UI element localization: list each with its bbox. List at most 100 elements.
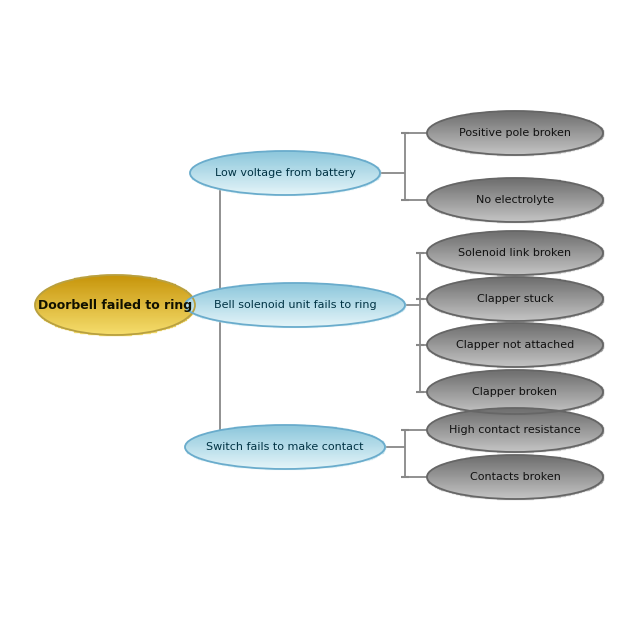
Bar (197, 180, 373, 182)
Bar (477, 324, 554, 326)
Bar (464, 373, 565, 374)
Bar (428, 433, 601, 435)
Bar (427, 394, 603, 395)
Bar (441, 379, 589, 381)
Bar (428, 256, 601, 258)
Bar (435, 123, 595, 125)
Bar (198, 458, 371, 459)
Bar (188, 452, 381, 453)
Bar (435, 243, 595, 244)
Bar (452, 117, 578, 118)
Bar (464, 411, 565, 413)
Bar (460, 361, 570, 363)
Bar (252, 193, 317, 195)
Bar (430, 423, 600, 425)
Text: Positive pole broken: Positive pole broken (459, 128, 571, 138)
Bar (201, 435, 369, 436)
Bar (244, 192, 326, 193)
Bar (439, 122, 591, 123)
Bar (441, 488, 589, 490)
Bar (464, 270, 565, 272)
Bar (432, 384, 598, 385)
Bar (430, 350, 600, 352)
Bar (427, 298, 603, 299)
Bar (427, 477, 603, 478)
Bar (427, 132, 603, 133)
Bar (428, 195, 601, 197)
Bar (428, 432, 602, 434)
Bar (427, 392, 603, 394)
Bar (80, 331, 150, 333)
Bar (429, 204, 601, 205)
Bar (223, 464, 348, 465)
Bar (55, 324, 175, 326)
Bar (203, 433, 366, 435)
Bar (485, 278, 545, 279)
Bar (427, 390, 603, 391)
Bar (497, 154, 533, 155)
Bar (446, 312, 584, 313)
Bar (35, 305, 195, 306)
Bar (193, 296, 397, 298)
Bar (203, 161, 367, 162)
Bar (195, 295, 395, 296)
Bar (427, 344, 603, 345)
Ellipse shape (427, 111, 603, 155)
Bar (449, 214, 581, 215)
Bar (485, 220, 545, 221)
Bar (452, 237, 578, 238)
Bar (428, 303, 601, 304)
Bar (431, 351, 599, 352)
Bar (470, 326, 560, 327)
Bar (191, 175, 379, 177)
Bar (74, 278, 156, 280)
Bar (430, 339, 600, 340)
Bar (452, 329, 578, 330)
Bar (435, 353, 595, 355)
Bar (449, 267, 581, 268)
Bar (38, 295, 192, 297)
Bar (61, 282, 169, 284)
Bar (485, 153, 545, 154)
Bar (439, 465, 591, 467)
Bar (428, 294, 601, 296)
Bar (186, 443, 384, 445)
Bar (190, 440, 381, 441)
Bar (449, 185, 581, 186)
Bar (192, 438, 378, 440)
Bar (449, 377, 581, 378)
Bar (228, 428, 342, 430)
Bar (273, 326, 317, 327)
Bar (50, 286, 180, 288)
Text: Solenoid link broken: Solenoid link broken (458, 248, 572, 258)
Bar (427, 135, 603, 136)
Text: Bell solenoid unit fails to ring: Bell solenoid unit fails to ring (214, 300, 376, 310)
Bar (213, 290, 378, 291)
Bar (477, 219, 554, 221)
Bar (437, 143, 593, 144)
Bar (477, 232, 554, 234)
Bar (38, 312, 192, 314)
Bar (206, 460, 363, 461)
Bar (427, 198, 603, 200)
Bar (449, 284, 581, 285)
Bar (61, 326, 169, 328)
Bar (446, 443, 584, 445)
Bar (464, 234, 565, 236)
Bar (427, 475, 603, 476)
Bar (217, 157, 353, 158)
Bar (427, 345, 603, 346)
Bar (192, 297, 399, 298)
Bar (37, 299, 193, 301)
Bar (427, 343, 603, 344)
Bar (470, 363, 560, 365)
Bar (477, 152, 554, 154)
Bar (441, 464, 589, 466)
Bar (192, 454, 378, 456)
Bar (46, 319, 184, 321)
Bar (429, 195, 601, 196)
Bar (192, 169, 378, 170)
Bar (439, 355, 591, 356)
Bar (437, 440, 593, 441)
Bar (439, 143, 591, 144)
